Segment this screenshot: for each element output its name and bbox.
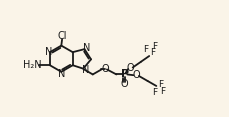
Text: F: F bbox=[151, 42, 156, 51]
Text: O: O bbox=[120, 79, 127, 89]
Text: H₂N: H₂N bbox=[23, 60, 41, 70]
Text: F: F bbox=[143, 45, 148, 54]
Text: F: F bbox=[152, 88, 157, 97]
Text: N: N bbox=[83, 43, 90, 53]
Text: N: N bbox=[57, 69, 65, 79]
Text: Cl: Cl bbox=[57, 31, 67, 41]
Text: N: N bbox=[82, 65, 89, 75]
Text: O: O bbox=[132, 70, 140, 80]
Text: P: P bbox=[120, 69, 128, 79]
Text: F: F bbox=[159, 87, 164, 96]
Text: O: O bbox=[126, 63, 134, 73]
Text: F: F bbox=[150, 48, 155, 57]
Text: F: F bbox=[158, 80, 163, 89]
Text: O: O bbox=[101, 64, 109, 74]
Text: N: N bbox=[44, 47, 52, 57]
